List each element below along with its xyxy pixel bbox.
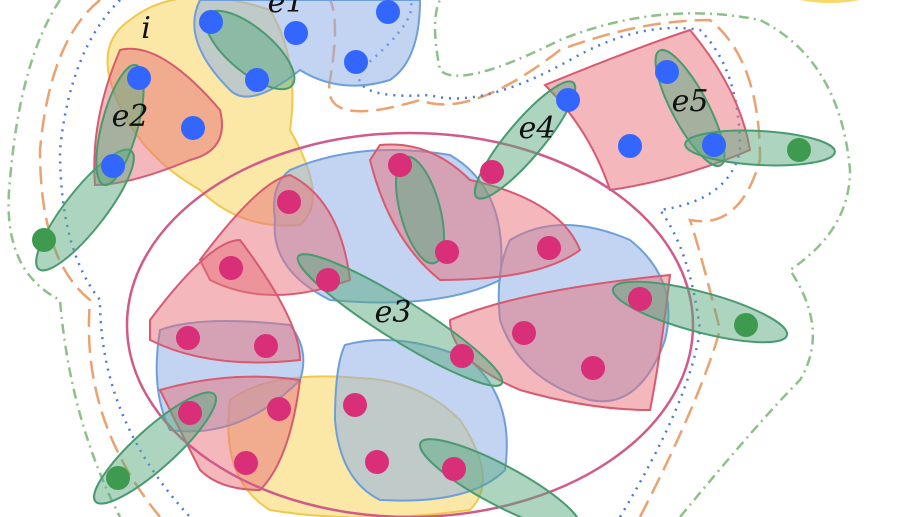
- vertex: [32, 228, 56, 252]
- dotted-contour: [58, 0, 742, 517]
- vertex: [734, 313, 758, 337]
- vertex: [365, 450, 389, 474]
- label-i: i: [141, 11, 151, 46]
- vertex: [267, 397, 291, 421]
- vertex: [343, 393, 367, 417]
- yellow-fragment: [800, 0, 860, 3]
- vertex: [234, 451, 258, 475]
- vertex: [277, 190, 301, 214]
- vertex: [101, 154, 125, 178]
- vertex: [581, 356, 605, 380]
- label-e2: e2: [112, 99, 149, 134]
- label-e5: e5: [672, 84, 709, 119]
- green-edge: [35, 148, 135, 272]
- vertex: [284, 21, 308, 45]
- vertex: [480, 160, 504, 184]
- blue-vertices: [101, 0, 726, 178]
- vertex: [512, 321, 536, 345]
- vertex: [344, 50, 368, 74]
- vertex: [618, 134, 642, 158]
- vertex: [127, 66, 151, 90]
- label-e1: e1: [268, 0, 305, 20]
- vertex: [254, 334, 278, 358]
- vertex: [537, 236, 561, 260]
- vertex: [199, 10, 223, 34]
- label-e3: e3: [375, 295, 412, 330]
- green-vertices: [32, 138, 811, 490]
- vertex: [442, 457, 466, 481]
- vertex: [316, 268, 340, 292]
- vertex: [176, 326, 200, 350]
- vertex: [450, 344, 474, 368]
- pink-vertices: [176, 153, 652, 481]
- vertex: [219, 256, 243, 280]
- vertex: [178, 401, 202, 425]
- vertex: [655, 60, 679, 84]
- vertex: [787, 138, 811, 162]
- vertex: [376, 0, 400, 24]
- vertex: [388, 153, 412, 177]
- vertex: [106, 466, 130, 490]
- vertex: [435, 240, 459, 264]
- label-e4: e4: [519, 111, 556, 146]
- vertex: [628, 287, 652, 311]
- vertex: [702, 133, 726, 157]
- vertex: [245, 68, 269, 92]
- vertex: [181, 116, 205, 140]
- vertex: [556, 88, 580, 112]
- outer-contour: [7, 0, 852, 517]
